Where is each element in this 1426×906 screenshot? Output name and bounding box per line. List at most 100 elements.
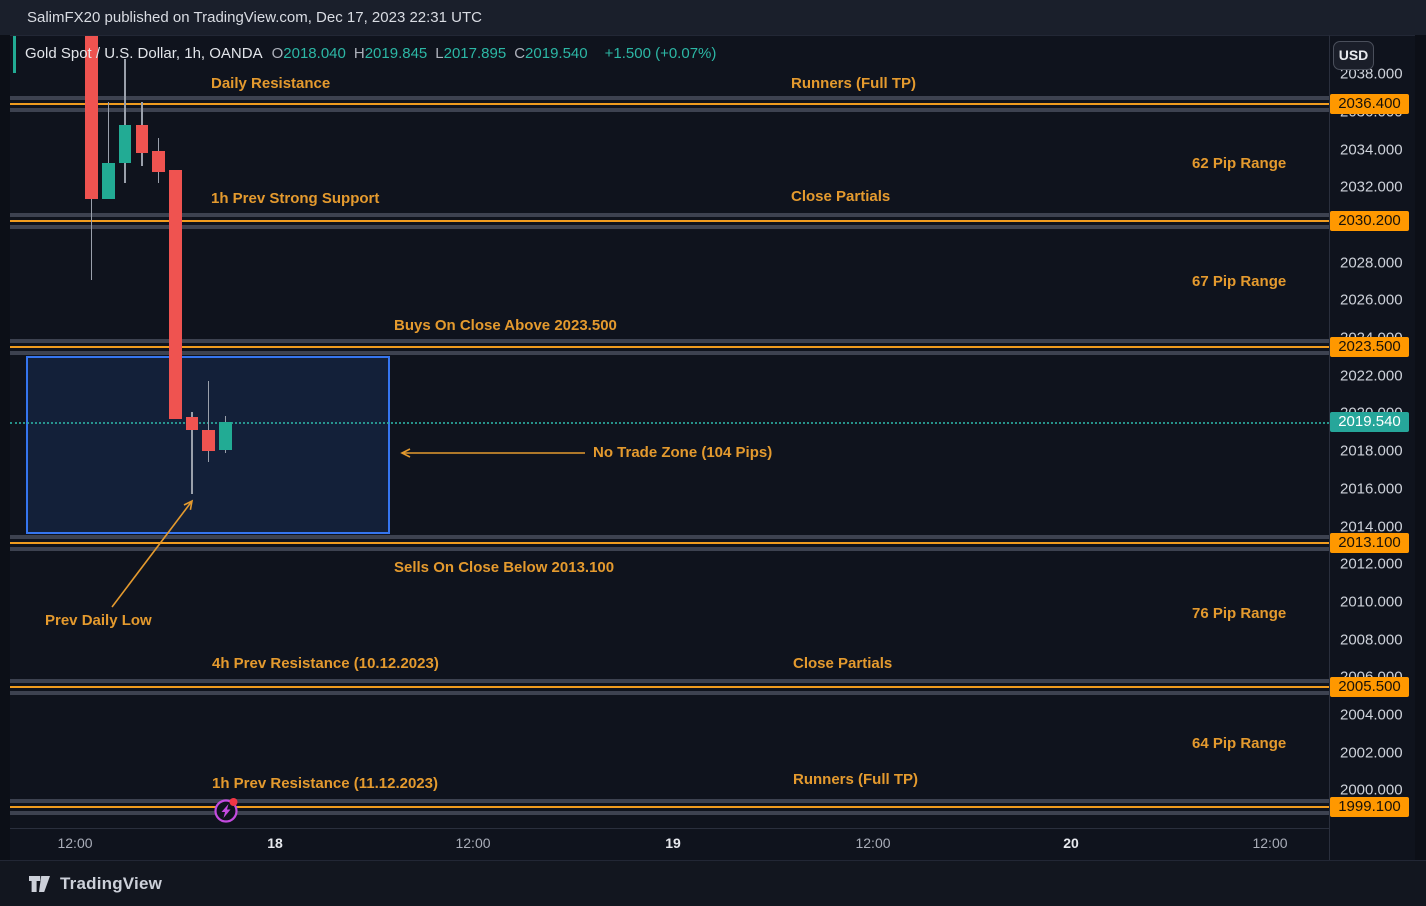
time-axis-label: 12:00 [57,835,93,851]
ohlc-item: C2019.540 [514,45,588,62]
candle [152,151,165,173]
tradingview-logo-icon[interactable] [28,873,51,895]
candle [169,170,182,420]
level-line [10,220,1329,223]
candle [219,422,232,451]
annotation-text: 1h Prev Strong Support [211,190,380,207]
annotation-text: 1h Prev Resistance (11.12.2023) [212,775,438,792]
price-level-tag: 2030.200 [1330,211,1409,232]
price-axis-label: 2002.000 [1340,744,1403,762]
price-axis-label: 2012.000 [1340,555,1403,573]
level-line [10,103,1329,106]
zone-edge-line [10,108,1329,113]
published-bar: SalimFX20 published on TradingView.com, … [0,0,1426,35]
tradingview-wordmark[interactable]: TradingView [60,873,163,893]
price-axis-label: 2028.000 [1340,254,1403,272]
time-axis-label: 19 [665,835,681,851]
annotation-text: 62 Pip Range [1192,155,1287,172]
zone-edge-line [10,690,1329,695]
zone-edge-line [10,351,1329,356]
price-level-band [10,678,1329,695]
published-text: SalimFX20 published on TradingView.com, … [27,9,482,26]
annotation-text: Sells On Close Below 2013.100 [394,559,615,576]
footer: TradingView [0,860,1426,906]
currency-button[interactable]: USD [1333,41,1374,70]
candle [118,124,132,163]
candle [185,417,199,431]
price-axis-label: 2000.000 [1340,781,1403,799]
zone-edge-line [10,535,1329,540]
annotation-text: 64 Pip Range [1192,735,1287,752]
lightning-bolt [221,804,231,818]
price-axis-label: 2010.000 [1340,593,1403,611]
annotation-text: Runners (Full TP) [793,771,918,788]
change-value: +1.500 (+0.07%) [604,45,717,62]
candle [135,124,149,154]
price-level-band [10,339,1329,356]
current-price-line [10,422,1329,425]
price-level-tag: 2023.500 [1330,337,1409,358]
price-range-strip [13,36,16,73]
ohlc-item: H2019.845 [353,45,428,62]
zone-edge-line [10,547,1329,552]
annotation-text: 4h Prev Resistance (10.12.2023) [212,655,439,672]
price-level-band [10,96,1329,113]
ohlc-item: L2017.895 [435,45,507,62]
zone-edge-line [10,96,1329,101]
zone-edge-line [10,225,1329,230]
price-axis-label: 2014.000 [1340,518,1403,535]
price-level-tag: 1999.100 [1330,797,1409,818]
candle-wick [124,59,126,184]
time-axis-label: 18 [267,835,283,851]
price-level-tag: 2005.500 [1330,676,1409,697]
annotation-text: Prev Daily Low [45,612,152,629]
time-axis-label: 12:00 [1252,835,1288,851]
price-axis-label: 2016.000 [1340,480,1403,498]
annotation-text: No Trade Zone (104 Pips) [593,444,773,461]
event-alert-dot [229,798,238,806]
time-axis-label: 20 [1063,835,1079,851]
time-axis-label: 12:00 [455,835,491,851]
annotation-text: Runners (Full TP) [791,75,916,92]
price-axis-label: 2026.000 [1340,291,1403,309]
price-level-band [10,535,1329,552]
price-axis-label: 2032.000 [1340,178,1403,196]
candle [85,36,98,199]
time-axis: 12:00 18 12:00 19 12:00 20 12:00 [10,828,1329,860]
candle-wick [207,381,210,463]
level-line [10,542,1329,545]
event-lightning-icon [214,798,238,823]
zone-edge-line [10,799,1329,804]
time-axis-label: 12:00 [855,835,891,851]
annotation-text: 76 Pip Range [1192,605,1287,622]
price-level-tag: 2036.400 [1330,94,1409,115]
zone-edge-line [10,811,1329,816]
price-axis-label: 2034.000 [1340,141,1403,158]
level-line [10,685,1329,688]
right-margin [1415,35,1426,860]
annotation-text: Close Partials [793,655,893,672]
annotation-arrows [111,448,585,608]
price-level-band [10,799,1329,816]
symbol-title: Gold Spot / U.S. Dollar, 1h, OANDA [25,45,263,62]
chart-pane: Daily Resistance Runners (Full TP) 62 Pip … [10,35,1329,828]
zone-edge-line [10,339,1329,344]
ohlc-values: O2018.040 H2019.845 L2017.895 C2019.540 [272,45,596,62]
annotation-text: Buys On Close Above 2023.500 [394,317,617,334]
price-axis: 2038.0002036.0002034.0002032.0002030.000… [1329,35,1415,860]
level-line [10,346,1329,349]
symbol-legend: Gold Spot / U.S. Dollar, 1h, OANDA O2018… [25,45,716,62]
annotation-text: 67 Pip Range [1192,273,1287,290]
price-level-band [10,213,1329,230]
annotation-text: Daily Resistance [211,75,331,92]
candle-wick [107,102,110,199]
price-axis-label: 2022.000 [1340,367,1403,385]
price-axis-label: 2018.000 [1340,442,1403,460]
price-axis-label: 2004.000 [1340,706,1403,724]
ohlc-item: O2018.040 [271,45,346,62]
candle [202,430,215,452]
price-axis-label: 2008.000 [1340,631,1403,649]
zone-edge-line [10,678,1329,683]
candle [102,162,115,199]
level-line [10,806,1329,809]
